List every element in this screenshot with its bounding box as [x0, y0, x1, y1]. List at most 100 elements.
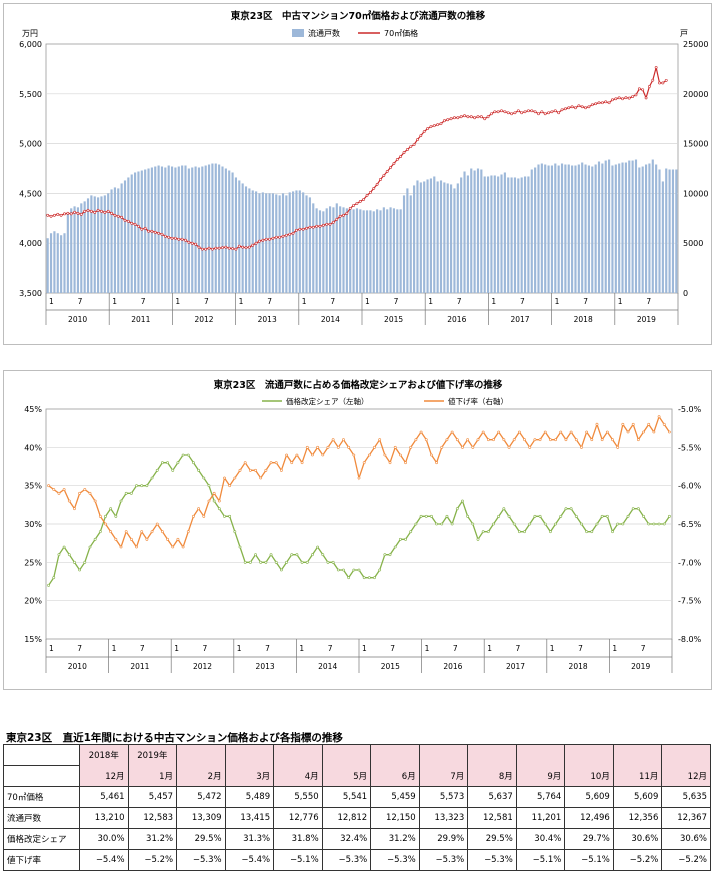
- table-year-cell: [418, 744, 469, 766]
- chart1-year-label: 2016: [447, 315, 466, 324]
- share-point: [342, 568, 345, 572]
- supply-bar: [231, 172, 234, 293]
- table-cell: −5.3%: [467, 849, 517, 871]
- price-point: [402, 151, 406, 154]
- supply-bar: [564, 164, 567, 293]
- share-point: [393, 545, 397, 549]
- rate-point: [455, 438, 459, 442]
- table-row-label: 値下げ率: [3, 849, 80, 871]
- share-point: [569, 507, 573, 511]
- share-point: [517, 530, 521, 534]
- price-point: [355, 201, 359, 205]
- table-cell: −5.4%: [79, 849, 129, 871]
- supply-bar: [352, 209, 355, 293]
- supply-bar: [406, 188, 409, 293]
- rate-point: [357, 476, 361, 480]
- supply-bar: [332, 207, 335, 293]
- supply-bar: [258, 193, 261, 293]
- chart1-right-tick: 25000: [683, 40, 708, 49]
- supply-bar: [295, 190, 298, 293]
- rate-point: [409, 445, 413, 449]
- share-point: [114, 514, 118, 518]
- supply-bar: [382, 207, 385, 293]
- price-point: [237, 244, 241, 248]
- rate-point: [88, 491, 92, 495]
- share-point: [202, 476, 206, 480]
- chart1-month-tick: 7: [646, 297, 651, 306]
- supply-bar: [668, 169, 671, 293]
- rate-point: [129, 537, 133, 541]
- rate-point: [93, 499, 97, 503]
- chart2-month-tick: 7: [265, 644, 270, 653]
- chart1-left-tick: 4,500: [19, 189, 42, 198]
- supply-bar: [328, 206, 332, 293]
- rate-point: [517, 430, 521, 434]
- supply-bar: [207, 164, 211, 293]
- share-point: [269, 553, 273, 557]
- share-point: [67, 553, 71, 557]
- share-point: [212, 499, 216, 503]
- supply-bar: [187, 168, 190, 293]
- price-point: [547, 111, 550, 115]
- supply-bar: [318, 210, 322, 293]
- price-point: [550, 110, 554, 114]
- share-point: [533, 514, 537, 518]
- rate-point: [207, 499, 211, 503]
- supply-bar: [567, 164, 570, 293]
- supply-bar: [63, 233, 66, 293]
- chart1-month-tick: 7: [267, 297, 272, 306]
- share-point: [647, 522, 651, 526]
- supply-bar: [130, 174, 133, 293]
- table-year-cell: [224, 744, 275, 766]
- rate-point: [383, 453, 387, 457]
- share-point: [254, 553, 257, 557]
- supply-bar: [93, 196, 96, 293]
- chart2-month-tick: 1: [362, 644, 367, 653]
- rate-point: [176, 537, 180, 541]
- supply-bar: [581, 162, 584, 293]
- rate-point: [243, 461, 247, 465]
- supply-bar: [204, 165, 207, 293]
- chart2-right-tick: -5.5%: [678, 443, 702, 452]
- price-point: [342, 213, 345, 217]
- chart2-month-tick: 1: [112, 644, 117, 653]
- supply-bar: [167, 165, 170, 293]
- share-point: [523, 530, 526, 534]
- price-point: [244, 246, 248, 250]
- rate-point: [419, 430, 423, 434]
- table-cell: 12,367: [661, 807, 711, 829]
- supply-bar: [53, 231, 56, 293]
- chart1-month-tick: 1: [175, 297, 180, 306]
- price-point: [658, 81, 661, 85]
- price-point: [459, 115, 463, 119]
- rate-point: [78, 491, 82, 495]
- rate-point: [321, 453, 325, 457]
- price-point: [358, 199, 362, 203]
- share-point: [279, 568, 283, 572]
- rate-point: [388, 461, 392, 465]
- share-point: [600, 514, 604, 518]
- price-point: [93, 210, 97, 214]
- supply-bar: [614, 164, 617, 293]
- chart2-year-label: 2010: [68, 662, 87, 671]
- price-point: [587, 105, 591, 109]
- supply-bar: [73, 206, 76, 293]
- price-point: [281, 234, 285, 238]
- price-point: [204, 247, 208, 251]
- chart1-month-tick: 1: [112, 297, 117, 306]
- table-cell: −5.1%: [273, 849, 323, 871]
- rate-point: [611, 438, 614, 442]
- table-cell: 5,635: [661, 786, 711, 808]
- supply-bar: [261, 192, 264, 293]
- share-point: [502, 507, 506, 511]
- price-point: [73, 210, 76, 214]
- table-cell: 12,356: [612, 807, 663, 829]
- rate-point: [192, 514, 195, 518]
- price-point: [153, 230, 157, 234]
- price-point: [624, 96, 628, 100]
- share-point: [621, 522, 625, 526]
- price-point: [510, 112, 513, 116]
- price-point: [116, 214, 120, 218]
- supply-bar: [107, 193, 110, 293]
- share-point: [207, 484, 211, 488]
